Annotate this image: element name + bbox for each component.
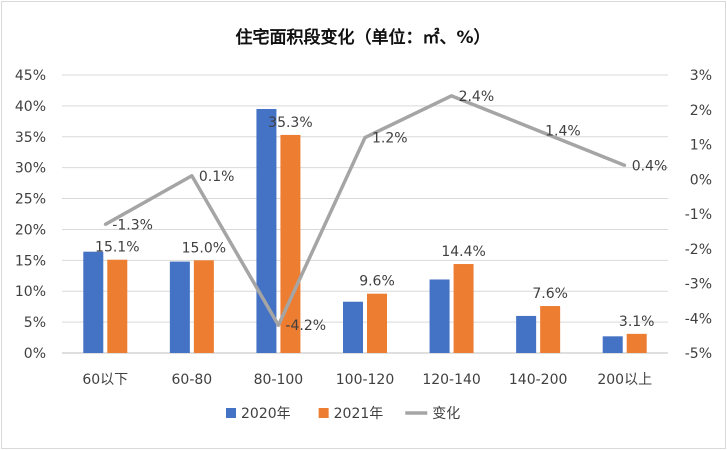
legend-swatch — [226, 408, 236, 418]
y-left-tick-label: 45% — [15, 68, 46, 84]
x-category-label: 100-120 — [336, 372, 395, 388]
x-category-label: 120-140 — [422, 372, 481, 388]
x-category-label: 60-80 — [172, 372, 213, 388]
line-point — [450, 94, 454, 98]
y-right-tick-label: 2% — [690, 103, 712, 119]
legend-label: 2021年 — [334, 406, 384, 422]
line-point — [623, 163, 627, 167]
y-right-tick-label: -4% — [685, 311, 712, 327]
y-left-tick-label: 25% — [15, 192, 46, 208]
x-axis-categories: 60以下 60-80 80-100 100-120 120-140 140-200 200以… — [82, 372, 652, 388]
y-left-tick-label: 40% — [15, 99, 46, 115]
bar-2021年-120-140 — [453, 264, 474, 353]
line-data-label: 2.4% — [459, 89, 495, 105]
y-left-tick-label: 0% — [24, 346, 46, 362]
line-data-label: -4.2% — [285, 318, 326, 334]
y-left-tick-label: 15% — [15, 253, 46, 269]
y-right-tick-label: 3% — [690, 68, 712, 84]
y-right-tick-label: 0% — [690, 172, 712, 188]
line-point — [363, 136, 367, 140]
bar-2020年-60-80 — [169, 261, 190, 353]
legend-swatch — [318, 408, 329, 418]
bar-2021年-60以下 — [107, 259, 128, 353]
x-category-label: 200以上 — [597, 372, 652, 388]
bar-data-label: 3.1% — [619, 314, 655, 330]
line-data-label: 0.4% — [632, 158, 668, 174]
y-right-tick-label: -3% — [685, 277, 712, 293]
y-right-tick-label: -1% — [685, 207, 712, 223]
bar-2020年-140-200 — [516, 315, 537, 353]
line-data-label: 0.1% — [199, 169, 235, 185]
x-category-label: 60以下 — [82, 372, 128, 388]
bar-2020年-120-140 — [429, 279, 450, 353]
bar-2021年-140-200 — [540, 306, 561, 353]
bar-2021年-200以上 — [626, 333, 647, 353]
gridlines — [62, 74, 668, 354]
bar-2021年-60-80 — [193, 260, 214, 353]
bar-data-label: 35.3% — [268, 115, 312, 131]
line-data-label: 1.2% — [372, 131, 408, 147]
bar-2020年-100-120 — [343, 301, 363, 353]
y-left-tick-label: 30% — [15, 161, 46, 177]
y-right-tick-label: -2% — [685, 242, 712, 258]
line-data-label: -1.3% — [112, 217, 153, 233]
bar-data-label: 9.6% — [359, 274, 395, 290]
bar-data-label: 15.1% — [95, 240, 139, 256]
bar-2020年-200以上 — [602, 336, 623, 353]
line-point — [190, 174, 194, 178]
legend-label: 2020年 — [241, 406, 291, 422]
bar-2021年-80-100 — [280, 134, 301, 353]
y-axis-left: 0% 5% 10% 15% 20% 25% 30% 35% 40% 45% — [15, 68, 46, 362]
x-category-label: 80-100 — [254, 372, 304, 388]
bar-data-label: 15.0% — [182, 240, 226, 256]
y-right-tick-label: 1% — [690, 138, 712, 154]
bar-2020年-60以下 — [83, 251, 104, 353]
legend: 2020年 2021年 变化 — [226, 406, 460, 422]
chart-title: 住宅面积段变化（单位：㎡、%） — [235, 27, 490, 48]
bar-series: 15.1% 15.0% 35.3% 9.6% 14.4% 7.6% 3.1% — [83, 108, 655, 353]
y-left-tick-label: 5% — [24, 315, 46, 331]
line-point — [536, 129, 540, 133]
line-data-label: 1.4% — [545, 124, 581, 140]
line-point — [103, 222, 107, 226]
y-left-tick-label: 20% — [15, 222, 46, 238]
bar-2020年-80-100 — [256, 108, 277, 353]
line-series: -1.3% 0.1% -4.2% 1.2% 2.4% 1.4% 0.4% — [103, 89, 668, 334]
bar-data-label: 7.6% — [532, 286, 568, 302]
bar-2021年-100-120 — [367, 293, 387, 353]
legend-label: 变化 — [432, 406, 460, 422]
y-axis-right: -5% -4% -3% -2% -1% 0% 1% 2% 3% — [685, 68, 712, 362]
bar-data-label: 14.4% — [441, 244, 485, 260]
y-left-tick-label: 10% — [15, 284, 46, 300]
y-left-tick-label: 35% — [15, 130, 46, 146]
x-category-label: 140-200 — [509, 372, 568, 388]
line-point — [276, 323, 280, 327]
y-right-tick-label: -5% — [685, 346, 712, 362]
